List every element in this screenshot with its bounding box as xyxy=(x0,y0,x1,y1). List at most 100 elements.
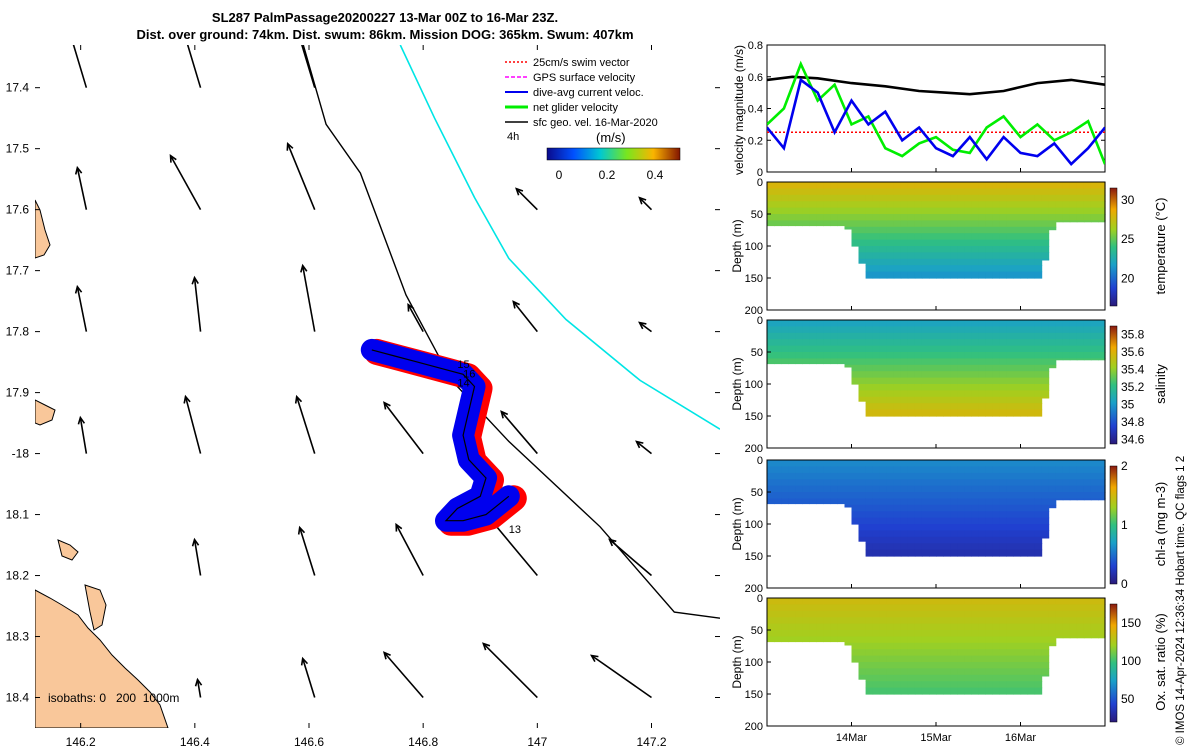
section-cell xyxy=(900,536,909,544)
section-cell xyxy=(914,320,923,327)
section-cell xyxy=(858,655,867,663)
section-cell xyxy=(886,598,895,605)
section-cell xyxy=(1006,207,1014,215)
section-cell xyxy=(999,617,1007,625)
section-cell xyxy=(914,364,923,372)
land-mainland xyxy=(35,589,169,728)
section-cell xyxy=(985,536,993,544)
section-cell xyxy=(999,492,1007,499)
section-cell xyxy=(999,384,1007,391)
geo-vector-shaft xyxy=(608,538,653,577)
section-cell xyxy=(1027,233,1036,241)
section-cell xyxy=(774,604,782,612)
section-cell xyxy=(929,320,937,327)
section-cell xyxy=(886,530,895,538)
section-cell xyxy=(914,492,923,499)
section-ytick-label-3-3: 150 xyxy=(745,689,763,701)
section-cell xyxy=(921,239,930,247)
section-cell xyxy=(879,201,888,209)
section-cbar-tick-1-2: 35 xyxy=(1121,398,1135,412)
section-cell xyxy=(936,396,944,404)
section-cell xyxy=(1069,182,1078,189)
section-cell xyxy=(999,485,1007,493)
section-cell xyxy=(1020,649,1029,657)
section-cell xyxy=(795,460,803,467)
section-cell xyxy=(1034,326,1043,334)
section-cell xyxy=(1020,377,1029,385)
section-cell xyxy=(929,220,937,228)
section-cell xyxy=(1027,604,1036,612)
section-cell xyxy=(950,403,958,411)
section-cell xyxy=(921,536,930,544)
section-cell xyxy=(1041,662,1050,669)
section-cell xyxy=(1055,345,1064,353)
section-cell xyxy=(795,598,803,605)
section-cell xyxy=(921,636,930,644)
section-cell xyxy=(858,460,867,467)
section-cell xyxy=(809,623,817,631)
section-cell xyxy=(914,668,923,676)
section-cell xyxy=(858,352,867,359)
section-cell xyxy=(992,396,1000,404)
section-cell xyxy=(1013,339,1022,347)
section-cell xyxy=(893,623,902,631)
section-cell xyxy=(943,358,951,366)
section-cell xyxy=(1062,332,1071,340)
section-cell xyxy=(1048,623,1057,631)
section-cell xyxy=(957,207,965,215)
section-cell xyxy=(823,636,831,643)
section-cell xyxy=(851,220,860,228)
section-cell xyxy=(1041,466,1050,474)
section-cell xyxy=(1027,504,1036,512)
section-cell xyxy=(1090,466,1099,474)
section-cell xyxy=(907,687,916,695)
section-cell xyxy=(886,466,895,474)
section-cell xyxy=(865,472,874,480)
section-cell xyxy=(957,233,965,241)
section-cell xyxy=(1027,220,1036,228)
section-cell xyxy=(1048,504,1057,509)
section-cell xyxy=(921,371,930,379)
section-cell xyxy=(774,498,782,505)
section-cell xyxy=(1055,201,1064,209)
section-cell xyxy=(914,674,923,682)
section-cell xyxy=(774,326,782,334)
section-cell xyxy=(1062,326,1071,334)
section-cell xyxy=(837,339,845,347)
section-cell xyxy=(914,271,923,279)
section-cell xyxy=(1048,339,1057,347)
section-cell xyxy=(872,265,881,273)
section-cell xyxy=(788,485,796,493)
velocity-lines xyxy=(767,60,1105,167)
section-cell xyxy=(1034,649,1043,657)
section-cell xyxy=(1013,377,1022,385)
section-cell xyxy=(1062,460,1071,467)
section-cell xyxy=(1013,536,1022,544)
section-cell xyxy=(971,239,979,247)
section-cell xyxy=(964,511,972,519)
section-cell xyxy=(929,617,937,625)
section-cell xyxy=(992,239,1000,247)
section-cell xyxy=(1098,623,1106,631)
section-cell xyxy=(964,668,972,676)
section-cell xyxy=(1076,636,1085,639)
section-cell xyxy=(1034,498,1043,506)
section-ytick-label-1-0: 0 xyxy=(757,315,763,327)
section-cell xyxy=(837,352,845,359)
section-cell xyxy=(886,403,895,411)
section-cell xyxy=(879,239,888,247)
section-cell xyxy=(1041,352,1050,359)
section-cell xyxy=(936,226,944,234)
section-cell xyxy=(1013,623,1022,631)
section-cell xyxy=(964,326,972,334)
section-cell xyxy=(816,345,824,353)
section-cell xyxy=(985,233,993,241)
section-cell xyxy=(914,504,923,512)
section-cell xyxy=(971,271,979,279)
section-cell xyxy=(1034,504,1043,512)
section-cell xyxy=(893,681,902,689)
section-cell xyxy=(1020,604,1029,612)
land-island-north xyxy=(35,399,56,426)
section-cell xyxy=(1034,617,1043,625)
